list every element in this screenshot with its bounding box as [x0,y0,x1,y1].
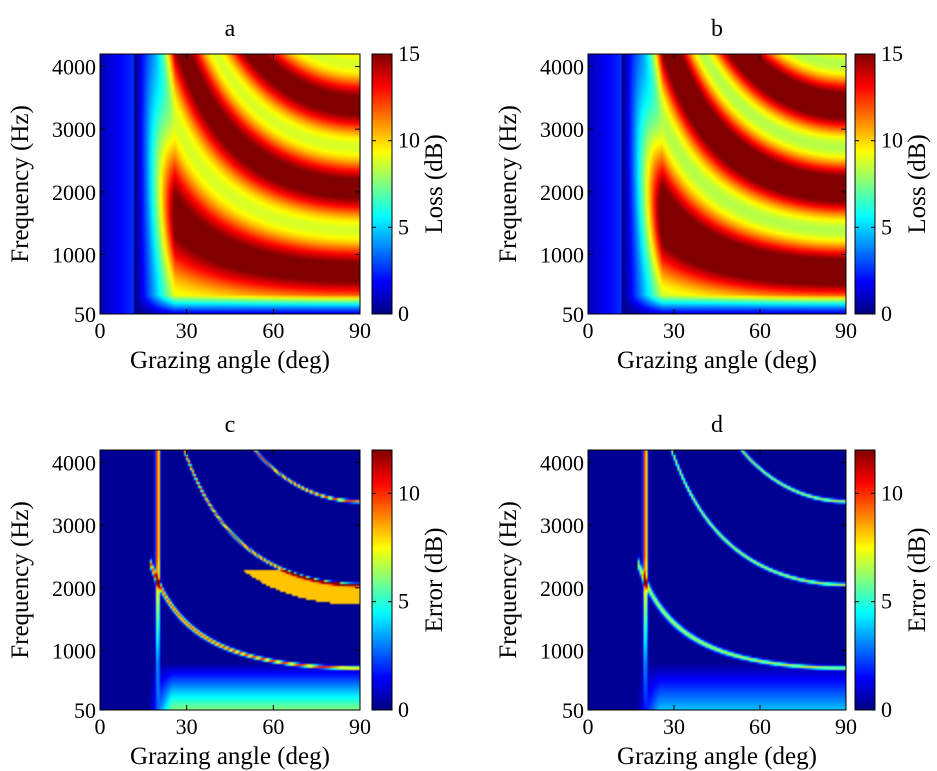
colorbar-tick-label: 10 [398,128,420,153]
y-tick-label: 3000 [52,513,96,538]
colorbar-label: Error (dB) [421,528,448,633]
colorbar-b [855,54,875,314]
y-tick-label: 50 [562,302,584,327]
x-tick-label: 0 [95,714,106,739]
colorbar-d [855,450,875,710]
colorbar-tick-label: 5 [398,589,409,614]
colorbar-label: Error (dB) [904,528,931,633]
axes-frame [587,53,847,315]
y-axis-label: Frequency (Hz) [495,501,522,659]
y-tick-label: 2000 [52,180,96,205]
axes-frame [99,449,361,711]
colorbar-tick-label: 5 [881,589,892,614]
y-tick-label: 1000 [52,638,96,663]
x-axis-label: Grazing angle (deg) [617,347,817,374]
heatmap-image-c [100,450,360,710]
y-tick-label: 1000 [52,242,96,267]
colorbar-tick-label: 15 [881,41,903,66]
y-tick-label: 2000 [540,180,584,205]
heatmap-image-b [588,54,846,314]
colorbar-tick-label: 5 [398,214,409,239]
x-tick-label: 60 [749,714,771,739]
panel-title: d [711,412,723,438]
x-tick-label: 90 [349,318,371,343]
colorbar-a [372,54,392,314]
axes-frame [587,449,847,711]
y-tick-label: 3000 [540,513,584,538]
colorbar-tick-label: 10 [398,480,420,505]
y-tick-label: 4000 [52,451,96,476]
colorbar-frame [371,53,393,315]
x-tick-label: 90 [349,714,371,739]
colorbar-frame [854,53,876,315]
y-tick-label: 50 [74,302,96,327]
x-tick-label: 90 [835,714,857,739]
y-tick-label: 4000 [540,55,584,80]
x-tick-label: 60 [749,318,771,343]
colorbar-label: Loss (dB) [421,134,448,233]
colorbar-tick-label: 15 [398,41,420,66]
x-tick-label: 30 [663,714,685,739]
y-tick-label: 3000 [52,117,96,142]
y-tick-label: 2000 [540,576,584,601]
y-tick-label: 1000 [540,638,584,663]
y-tick-label: 2000 [52,576,96,601]
axes-frame [99,53,361,315]
y-axis-label: Frequency (Hz) [495,105,522,263]
heatmap-image-d [588,450,846,710]
y-tick-label: 3000 [540,117,584,142]
heatmap-image-a [100,54,360,314]
colorbar-tick-label: 0 [398,697,409,722]
y-tick-label: 1000 [540,242,584,267]
x-tick-label: 60 [262,714,284,739]
colorbar-tick-label: 5 [881,214,892,239]
x-tick-label: 30 [176,318,198,343]
colorbar-tick-label: 0 [881,301,892,326]
x-tick-label: 60 [262,318,284,343]
y-tick-label: 4000 [52,55,96,80]
colorbar-tick-label: 0 [398,301,409,326]
x-axis-label: Grazing angle (deg) [617,743,817,770]
x-tick-label: 90 [835,318,857,343]
panel-title: a [225,16,236,42]
y-axis-label: Frequency (Hz) [7,501,34,659]
panel-title: c [225,412,236,438]
x-tick-label: 0 [583,318,594,343]
y-tick-label: 50 [74,698,96,723]
y-tick-label: 50 [562,698,584,723]
colorbar-label: Loss (dB) [904,134,931,233]
colorbar-frame [854,449,876,711]
colorbar-tick-label: 0 [881,697,892,722]
x-tick-label: 0 [95,318,106,343]
x-tick-label: 0 [583,714,594,739]
x-tick-label: 30 [663,318,685,343]
colorbar-tick-label: 10 [881,480,903,505]
y-axis-label: Frequency (Hz) [7,105,34,263]
panel-title: b [711,16,723,42]
colorbar-c [372,450,392,710]
y-tick-label: 4000 [540,451,584,476]
colorbar-tick-label: 10 [881,128,903,153]
colorbar-frame [371,449,393,711]
x-axis-label: Grazing angle (deg) [130,743,330,770]
x-tick-label: 30 [176,714,198,739]
x-axis-label: Grazing angle (deg) [130,347,330,374]
